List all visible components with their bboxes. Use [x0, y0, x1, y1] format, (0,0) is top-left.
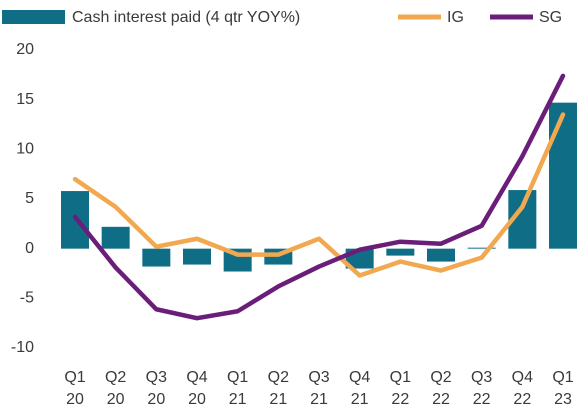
x-tick-label: Q1 [64, 369, 85, 386]
x-tick-label: Q4 [186, 369, 207, 386]
bar [183, 248, 211, 265]
bar [467, 247, 496, 249]
x-tick-label: Q1 [552, 369, 573, 386]
x-tick-label: 21 [310, 391, 328, 408]
x-tick-label: 21 [229, 391, 247, 408]
x-tick-label: Q2 [268, 369, 289, 386]
y-tick-label: 10 [16, 141, 34, 158]
x-tick-label: 20 [147, 391, 165, 408]
x-tick-label: Q1 [390, 369, 411, 386]
legend-label: SG [539, 9, 562, 26]
y-tick-label: 0 [25, 240, 34, 257]
x-tick-label: 23 [554, 391, 572, 408]
x-tick-label: Q3 [471, 369, 492, 386]
legend-label: IG [447, 9, 464, 26]
x-tick-label: 20 [107, 391, 125, 408]
legend-swatch [2, 10, 65, 24]
x-tick-label: Q4 [512, 369, 533, 386]
x-tick-label: 22 [432, 391, 450, 408]
bar [386, 248, 415, 256]
line [72, 73, 566, 321]
x-tick-label: 22 [473, 391, 491, 408]
x-tick-label: Q3 [146, 369, 167, 386]
y-tick-label: 15 [16, 91, 34, 108]
legend-label: Cash interest paid (4 qtr YOY%) [72, 9, 300, 26]
x-tick-label: 20 [66, 391, 84, 408]
y-tick-label: 20 [16, 41, 34, 58]
x-tick-label: 22 [513, 391, 531, 408]
x-tick-label: 22 [391, 391, 409, 408]
bar [427, 248, 455, 262]
x-tick-label: 21 [269, 391, 287, 408]
x-tick-label: Q1 [227, 369, 248, 386]
y-tick-label: -5 [20, 290, 34, 307]
x-tick-label: 21 [351, 391, 369, 408]
y-tick-label: 5 [25, 190, 34, 207]
x-tick-label: Q2 [430, 369, 451, 386]
x-tick-label: Q4 [349, 369, 370, 386]
x-tick-label: Q2 [105, 369, 126, 386]
bar [101, 226, 130, 249]
bar [142, 248, 171, 267]
y-tick-label: -10 [11, 339, 34, 356]
bar [549, 102, 577, 249]
line [72, 112, 566, 278]
x-tick-label: 20 [188, 391, 206, 408]
x-tick-label: Q3 [308, 369, 329, 386]
